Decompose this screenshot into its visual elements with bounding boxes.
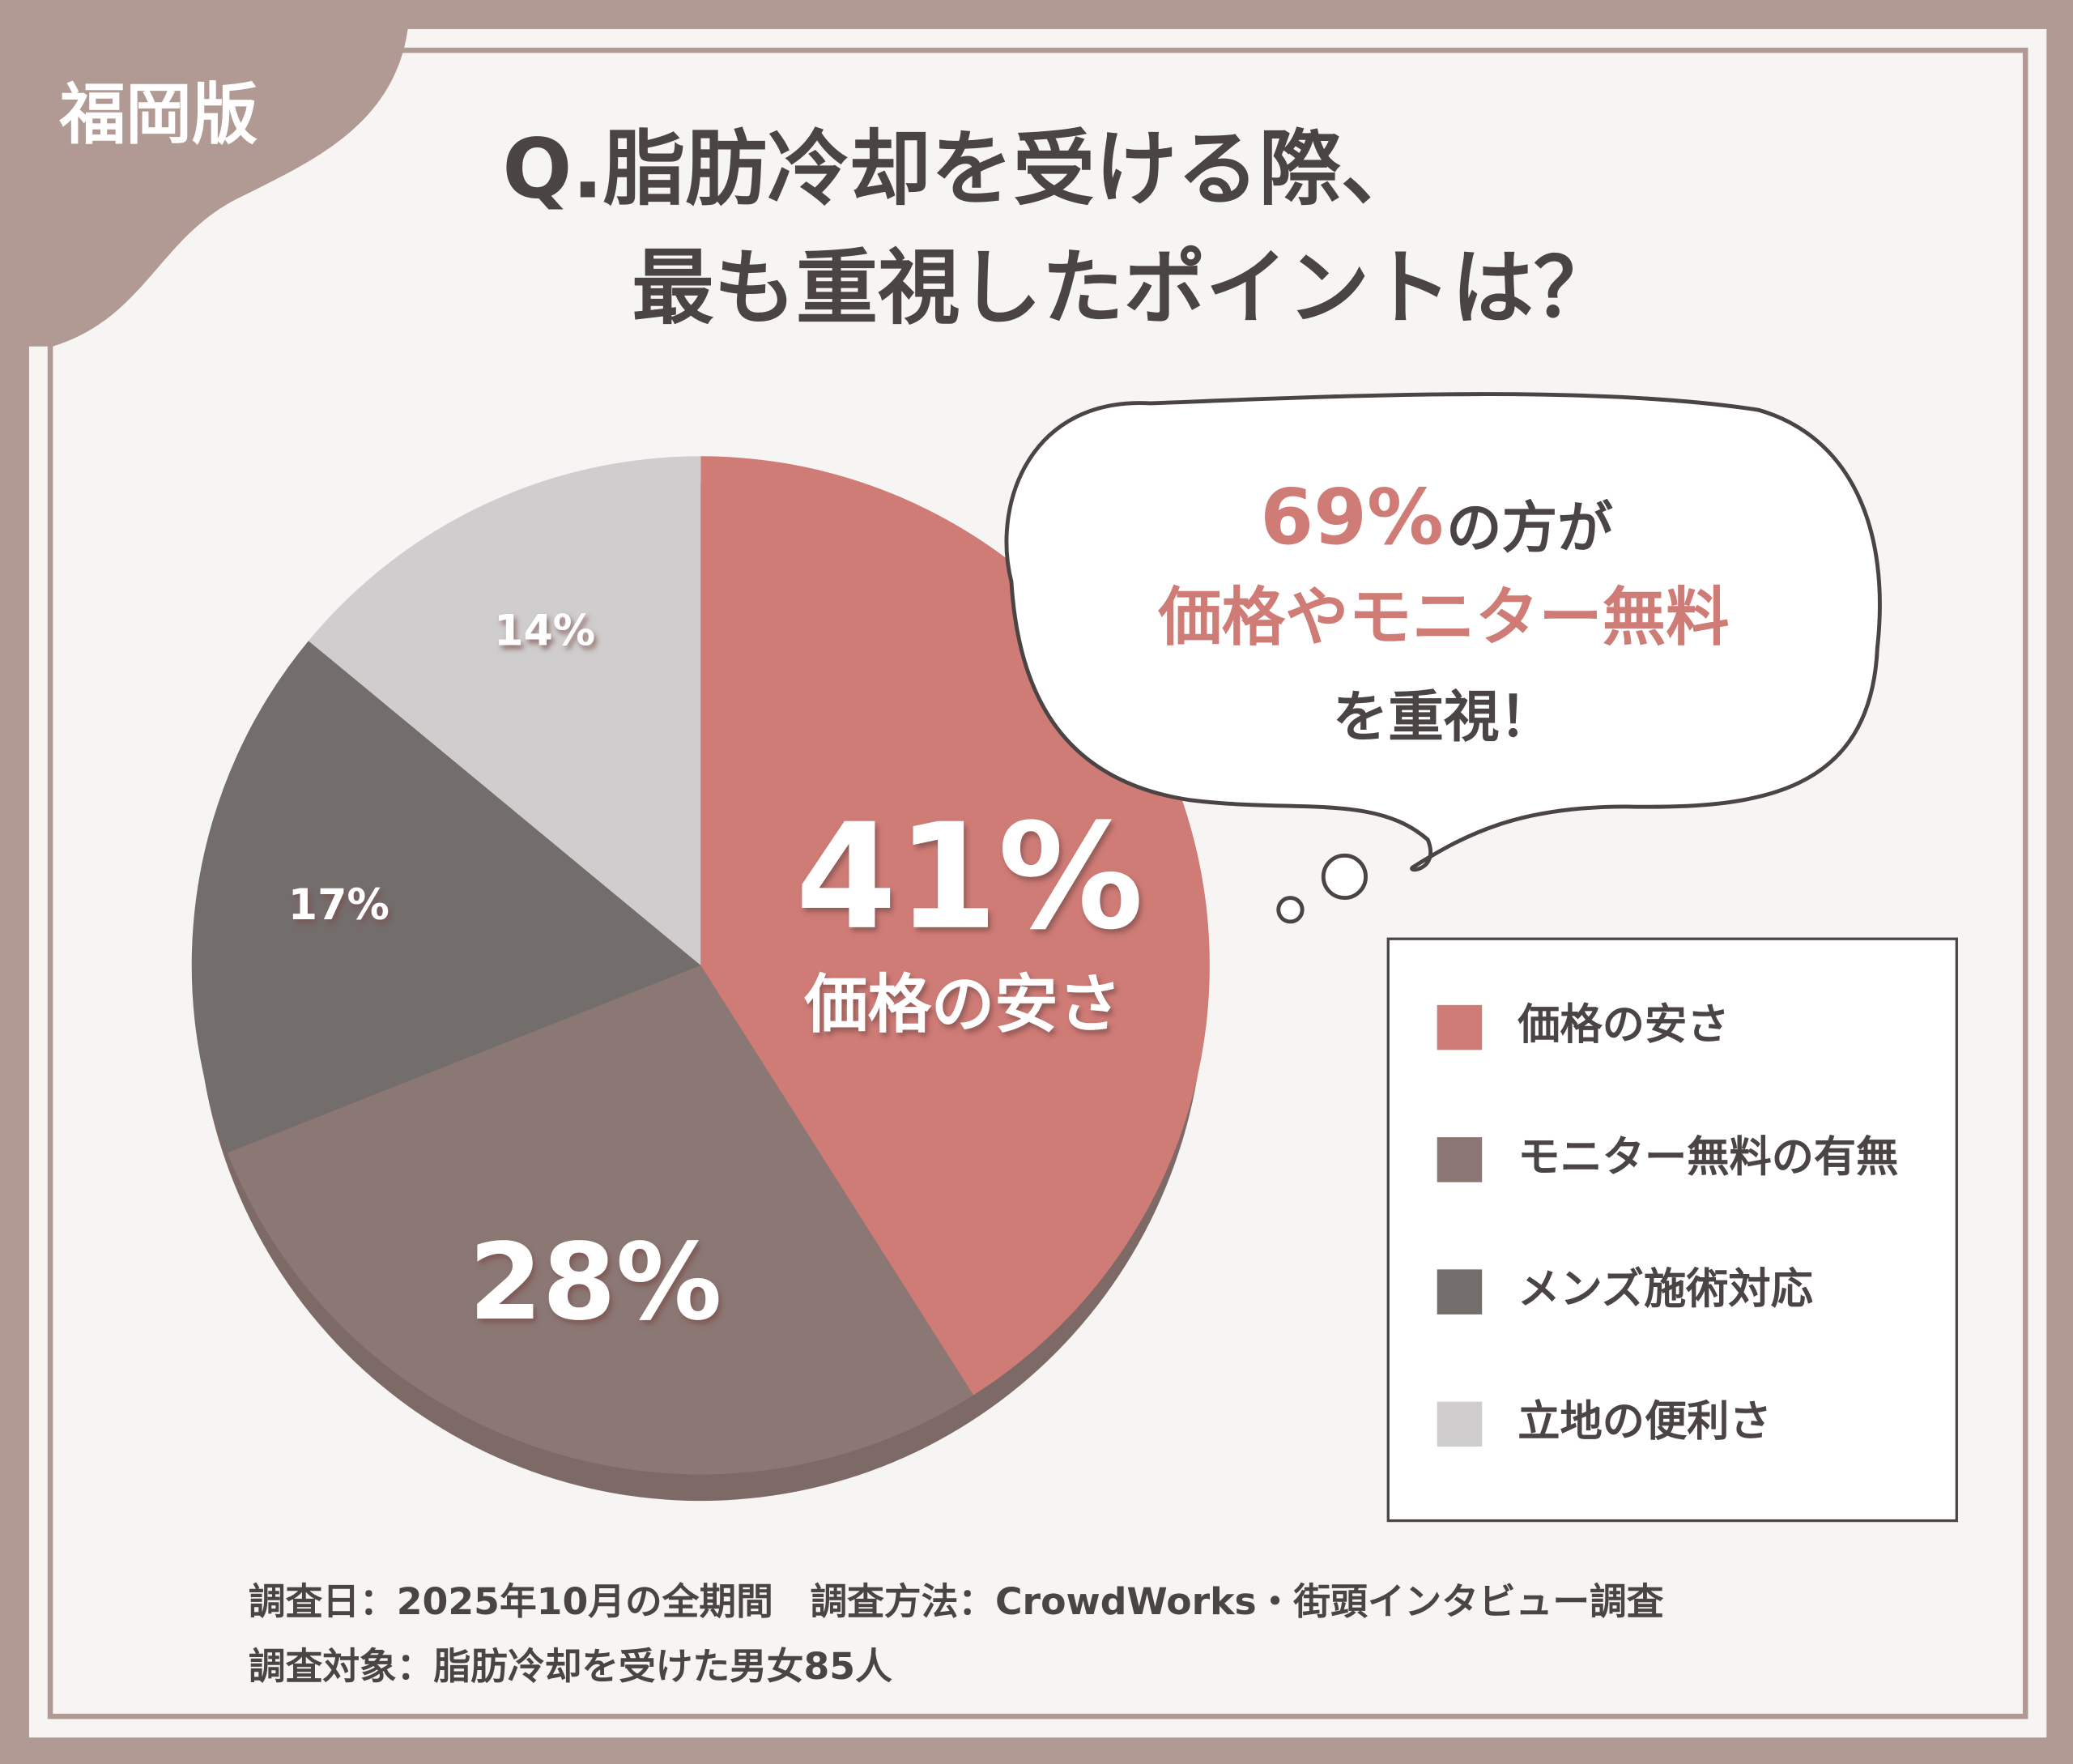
pie-slice xyxy=(308,456,701,965)
title-line: Q.脂肪冷却を受ける際、 xyxy=(502,121,1423,216)
footer: 調査対象：脂肪冷却を受けた男女85人 xyxy=(249,1645,892,1688)
callout-text: 価格やモニター無料 xyxy=(1157,581,1729,654)
legend-swatch xyxy=(1437,1401,1483,1447)
pie-slice xyxy=(227,965,974,1475)
footer: 調査日：2025年10月の全期間 調査方法：CrowdWorks・街頭インタビュ… xyxy=(249,1580,1664,1623)
callout-bubble xyxy=(1004,392,1882,872)
legend-swatch xyxy=(1437,1269,1483,1314)
slice-label: 41% xyxy=(795,793,1143,962)
panel-border xyxy=(47,47,2028,1719)
legend-label: 価格の安さ xyxy=(1517,1001,1729,1050)
callout-highlight: 69% xyxy=(1260,473,1444,562)
slice-label: 28% xyxy=(469,1221,722,1344)
legend-label: 立地の便利さ xyxy=(1518,1397,1771,1446)
legend-label: モニター無料の有無 xyxy=(1518,1133,1898,1182)
legend-swatch xyxy=(1437,1004,1483,1050)
callout-dot xyxy=(1276,896,1305,924)
legend-swatch xyxy=(1437,1137,1483,1182)
callout-text: を重視！ xyxy=(1333,685,1555,750)
slice-label: 14% xyxy=(494,607,595,655)
badge: 福岡版 xyxy=(58,76,258,153)
legend-label: メンズ施術対応 xyxy=(1518,1265,1813,1314)
legend xyxy=(1386,937,1958,1523)
slice-label: 17% xyxy=(288,881,389,930)
callout-dot xyxy=(1321,853,1368,901)
badge-shape xyxy=(0,0,411,347)
slice-caption: 価格の安さ xyxy=(803,968,1122,1042)
callout-text: の方が xyxy=(1446,496,1613,560)
pie-slice xyxy=(191,641,701,1153)
title-line: 最も重視したポイントは？ xyxy=(632,240,1615,335)
